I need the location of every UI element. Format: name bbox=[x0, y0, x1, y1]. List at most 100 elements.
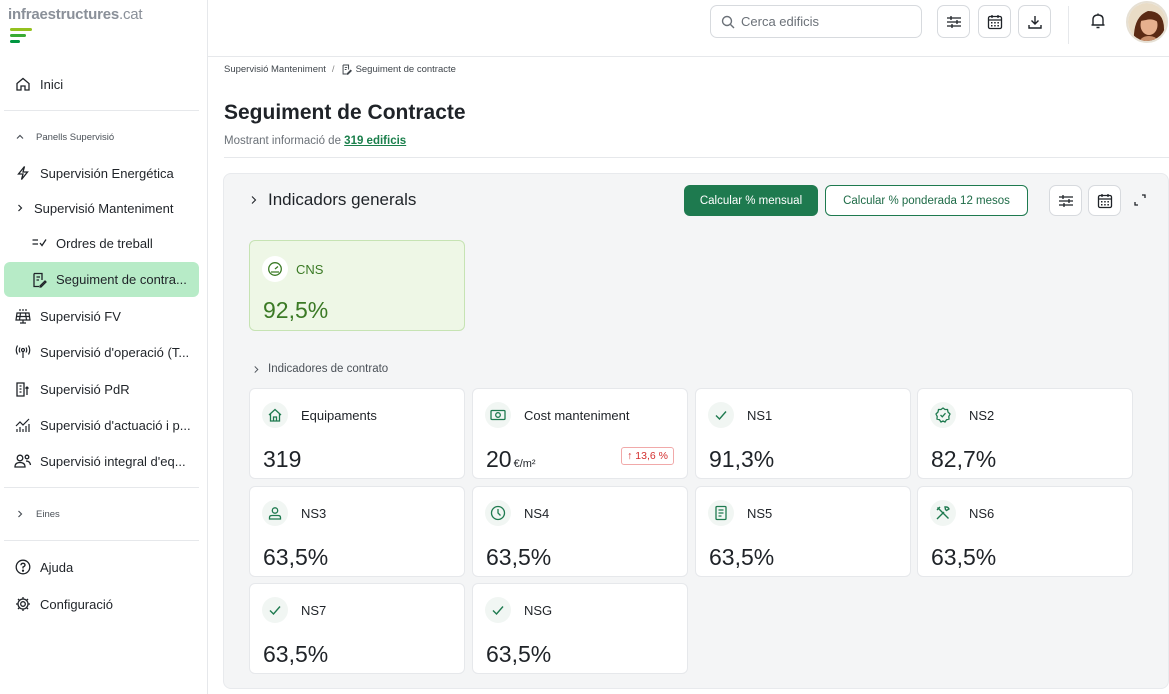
check-icon bbox=[485, 597, 511, 623]
sidebar-item-integral[interactable]: Supervisió integral d'eq... bbox=[4, 444, 199, 478]
kpi-card-nsg[interactable]: NSG 63,5% bbox=[472, 583, 688, 674]
kpi-card-ns5[interactable]: NS5 63,5% bbox=[695, 486, 911, 577]
sidebar-item-label: Configuració bbox=[40, 596, 113, 612]
kpi-value: 91,3% bbox=[709, 446, 775, 472]
sidebar-item-maintenance[interactable]: Supervisió Manteniment bbox=[4, 191, 199, 225]
cns-card-header: CNS bbox=[262, 256, 323, 282]
kpi-card-ns7[interactable]: NS7 63,5% bbox=[249, 583, 465, 674]
sidebar-item-label: Supervisió integral d'eq... bbox=[40, 453, 186, 469]
money-icon bbox=[485, 402, 511, 428]
kpi-value: 63,5% bbox=[263, 641, 329, 667]
user-icon bbox=[262, 500, 288, 526]
search-box[interactable] bbox=[710, 5, 922, 38]
sidebar-item-label: Supervisió d'operació (T... bbox=[40, 344, 190, 360]
calculate-monthly-button[interactable]: Calcular % mensual bbox=[684, 185, 818, 216]
antenna-icon bbox=[14, 343, 32, 361]
sidebar-item-work-orders[interactable]: Ordres de treball bbox=[4, 226, 199, 260]
sidebar-item-help[interactable]: Ajuda bbox=[4, 550, 199, 584]
sidebar-item-label: Supervisión Energética bbox=[40, 165, 174, 181]
kpi-label: Equipaments bbox=[301, 407, 377, 423]
kpi-label: NS4 bbox=[524, 505, 550, 521]
trend-badge: ↑ 13,6 % bbox=[621, 447, 674, 465]
kpi-value: 63,5% bbox=[486, 544, 552, 570]
home-icon bbox=[14, 75, 32, 93]
sliders-icon bbox=[1058, 194, 1074, 208]
expand-icon[interactable] bbox=[1133, 193, 1147, 207]
kpi-card-equipaments[interactable]: Equipaments 319 bbox=[249, 388, 465, 479]
calendar-button[interactable] bbox=[978, 5, 1011, 38]
brand-logo[interactable]: infraestructures.cat bbox=[8, 6, 143, 43]
kpi-label: NS7 bbox=[301, 602, 327, 618]
kpi-label: NSG bbox=[524, 602, 553, 618]
gear-icon bbox=[14, 595, 32, 613]
download-button[interactable] bbox=[1018, 5, 1051, 38]
sidebar-item-settings[interactable]: Configuració bbox=[4, 587, 199, 621]
tools-icon bbox=[930, 500, 956, 526]
sidebar-item-label: Inici bbox=[40, 76, 64, 92]
sidebar-item-label: Supervisió PdR bbox=[40, 381, 130, 397]
kpi-label: NS6 bbox=[969, 505, 995, 521]
kpi-card-ns2[interactable]: NS2 82,7% bbox=[917, 388, 1133, 479]
breadcrumb-separator: / bbox=[331, 64, 335, 75]
panel-title[interactable]: Indicadors generals bbox=[250, 190, 416, 210]
calculate-weighted-button[interactable]: Calcular % ponderada 12 mesos bbox=[825, 185, 1028, 216]
users-icon bbox=[14, 452, 32, 470]
user-avatar[interactable] bbox=[1126, 1, 1168, 43]
sidebar-item-actuation[interactable]: Supervisió d'actuació i p... bbox=[4, 408, 199, 442]
kpi-value: 82,7% bbox=[931, 446, 997, 472]
breadcrumb-parent-link[interactable]: Supervisió Manteniment bbox=[224, 64, 326, 75]
filters-button[interactable] bbox=[937, 5, 970, 38]
notifications-bell-icon[interactable] bbox=[1090, 12, 1106, 30]
help-icon bbox=[14, 558, 32, 576]
contract-indicators-toggle[interactable]: Indicadores de contrato bbox=[253, 363, 388, 375]
breadcrumb: Supervisió Manteniment / Seguiment de co… bbox=[224, 64, 456, 75]
page-subtitle: Mostrant informació de 319 edificis bbox=[224, 135, 406, 147]
kpi-card-cost[interactable]: Cost manteniment 20 €/m² ↑ 13,6 % bbox=[472, 388, 688, 479]
kpi-card-header: NS1 bbox=[708, 402, 772, 428]
content-divider bbox=[224, 157, 1169, 158]
sidebar-item-home[interactable]: Inici bbox=[4, 67, 199, 101]
sidebar-item-pdr[interactable]: Supervisió PdR bbox=[4, 372, 199, 406]
sliders-icon bbox=[946, 15, 962, 29]
sidebar-item-label: Supervisió d'actuació i p... bbox=[40, 417, 191, 433]
sidebar-item-fv[interactable]: Supervisió FV bbox=[4, 299, 199, 333]
kpi-value: 63,5% bbox=[263, 544, 329, 570]
brand-tld: .cat bbox=[119, 6, 143, 23]
chevron-right-icon bbox=[14, 508, 26, 520]
buildings-count-link[interactable]: 319 edificis bbox=[344, 135, 407, 147]
sidebar-item-operation[interactable]: Supervisió d'operació (T... bbox=[4, 335, 199, 369]
sidebar-item-energy[interactable]: Supervisión Energética bbox=[4, 156, 199, 190]
kpi-card-ns6[interactable]: NS6 63,5% bbox=[917, 486, 1133, 577]
sidebar-section-panels[interactable]: Panells Supervisió bbox=[4, 125, 199, 149]
kpi-card-ns3[interactable]: NS3 63,5% bbox=[249, 486, 465, 577]
clock-icon bbox=[485, 500, 511, 526]
sidebar-section-label: Eines bbox=[36, 508, 60, 520]
search-input[interactable] bbox=[741, 14, 911, 29]
contract-icon bbox=[30, 271, 48, 289]
kpi-card-ns1[interactable]: NS1 91,3% bbox=[695, 388, 911, 479]
sidebar-item-label: Ajuda bbox=[40, 559, 74, 575]
badge-check-icon bbox=[930, 402, 956, 428]
sidebar-item-contract-tracking[interactable]: Seguiment de contra... bbox=[4, 262, 199, 297]
cns-card[interactable]: CNS 92,5% bbox=[249, 240, 465, 331]
brand-name: infraestructures bbox=[8, 6, 120, 23]
sidebar-item-label: Supervisió Manteniment bbox=[34, 200, 174, 216]
subtitle-prefix: Mostrant informació de bbox=[224, 135, 345, 147]
panel-calendar-button[interactable] bbox=[1088, 185, 1121, 216]
kpi-value: 63,5% bbox=[709, 544, 775, 570]
kpi-card-header: NS2 bbox=[930, 402, 994, 428]
sidebar-section-tools[interactable]: Eines bbox=[4, 502, 199, 526]
kpi-card-header: NS7 bbox=[262, 597, 326, 623]
gauge-icon bbox=[262, 256, 288, 282]
kpi-label: NS3 bbox=[301, 505, 327, 521]
search-icon bbox=[721, 15, 735, 29]
download-icon bbox=[1027, 15, 1042, 29]
chevron-right-icon bbox=[253, 365, 260, 374]
document-icon bbox=[708, 500, 734, 526]
kpi-unit: €/m² bbox=[513, 458, 536, 470]
panel-filters-button[interactable] bbox=[1049, 185, 1082, 216]
kpi-card-ns4[interactable]: NS4 63,5% bbox=[472, 486, 688, 577]
top-bar bbox=[208, 0, 1169, 57]
kpi-value: 20 €/m² bbox=[486, 446, 536, 473]
kpi-card-header: NS3 bbox=[262, 500, 326, 526]
